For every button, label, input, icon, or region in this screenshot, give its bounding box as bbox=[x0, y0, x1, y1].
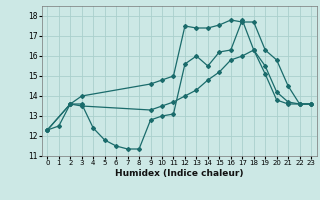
X-axis label: Humidex (Indice chaleur): Humidex (Indice chaleur) bbox=[115, 169, 244, 178]
